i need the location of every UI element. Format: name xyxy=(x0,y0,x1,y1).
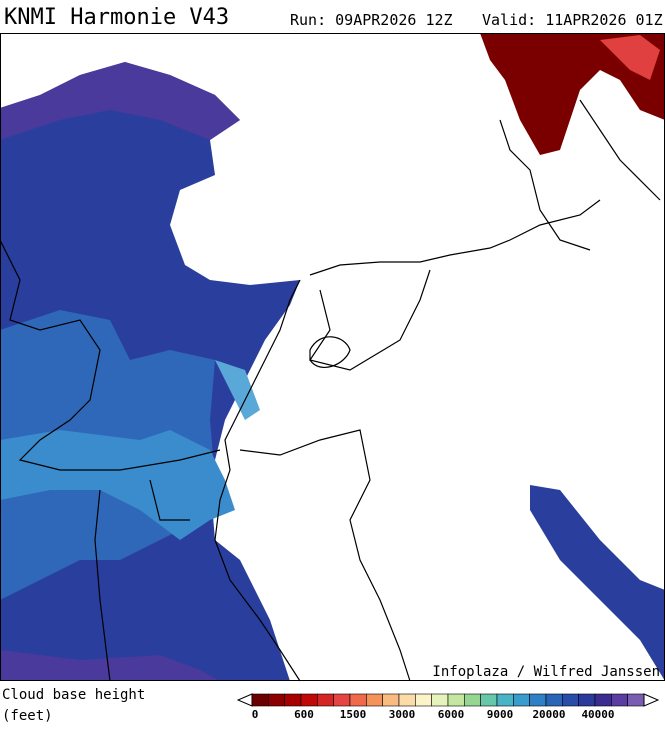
coastline-continent xyxy=(214,279,301,682)
colorbar-box xyxy=(300,693,318,707)
colorbar-box xyxy=(349,693,367,707)
colorbar-box xyxy=(415,693,432,707)
sea-cloud-lightest xyxy=(215,360,260,420)
sea-cloud-purple-south xyxy=(0,650,220,681)
land-cloud-southeast xyxy=(530,485,665,681)
colorbar-box xyxy=(562,693,579,707)
colorbar-box xyxy=(513,693,530,707)
colorbar-box xyxy=(627,693,645,707)
colorbar-box xyxy=(251,693,269,707)
legend-label: Cloud base height xyxy=(2,687,145,703)
colorbar-box xyxy=(284,693,302,707)
colorbar-box xyxy=(578,693,596,707)
colorbar-box xyxy=(594,693,612,707)
colorbar-box xyxy=(529,693,547,707)
colorbar-tick-label: 1500 xyxy=(340,708,367,721)
border-nl xyxy=(309,269,431,371)
colorbar-box xyxy=(496,693,514,707)
credit: Infoplaza / Wilfred Janssen xyxy=(432,664,660,680)
coastline-north xyxy=(309,199,601,276)
colorbar-tick-label: 40000 xyxy=(581,708,614,721)
colorbar-min-arrow xyxy=(236,693,253,707)
land-cloud-northeast-red xyxy=(600,35,660,80)
legend-unit: (feet) xyxy=(2,708,53,724)
legend: Cloud base height (feet) 0 600 1500 3000 600… xyxy=(2,687,660,724)
colorbar-tick-label: 6000 xyxy=(438,708,465,721)
coastline-england xyxy=(0,239,221,471)
colorbar-tick-label: 9000 xyxy=(487,708,514,721)
colorbar-tick-label: 0 xyxy=(252,708,259,721)
land-cloud-northeast xyxy=(480,33,665,155)
sea-cloud-light xyxy=(0,430,235,540)
colorbar-box xyxy=(447,693,465,707)
colorbar-box xyxy=(366,693,383,707)
run-time: Run: 09APR2026 12Z xyxy=(290,11,453,29)
coastline-france-uk xyxy=(94,479,190,682)
map: Infoplaza / Wilfred Janssen xyxy=(0,33,665,682)
colorbar-box xyxy=(480,693,498,707)
colorbar-box xyxy=(398,693,416,707)
colorbar-box xyxy=(317,693,334,707)
lake-ijssel xyxy=(309,336,351,368)
valid-time: Valid: 11APR2026 01Z xyxy=(482,11,663,29)
colorbar-box xyxy=(382,693,400,707)
colorbar-tick-label: 600 xyxy=(294,708,314,721)
colorbar-max-arrow xyxy=(643,693,660,707)
colorbar-tick-label: 3000 xyxy=(389,708,416,721)
border-be xyxy=(239,429,411,682)
sea-cloud-purple xyxy=(0,62,240,140)
title: KNMI Harmonie V43 xyxy=(4,5,229,30)
colorbar-box xyxy=(431,693,449,707)
colorbar-box xyxy=(268,693,285,707)
colorbar-box xyxy=(333,693,351,707)
colorbar-box xyxy=(464,693,481,707)
colorbar-box xyxy=(611,693,628,707)
coastline-denmark xyxy=(499,99,661,251)
colorbar-box xyxy=(545,693,563,707)
colorbar-tick-label: 20000 xyxy=(532,708,565,721)
